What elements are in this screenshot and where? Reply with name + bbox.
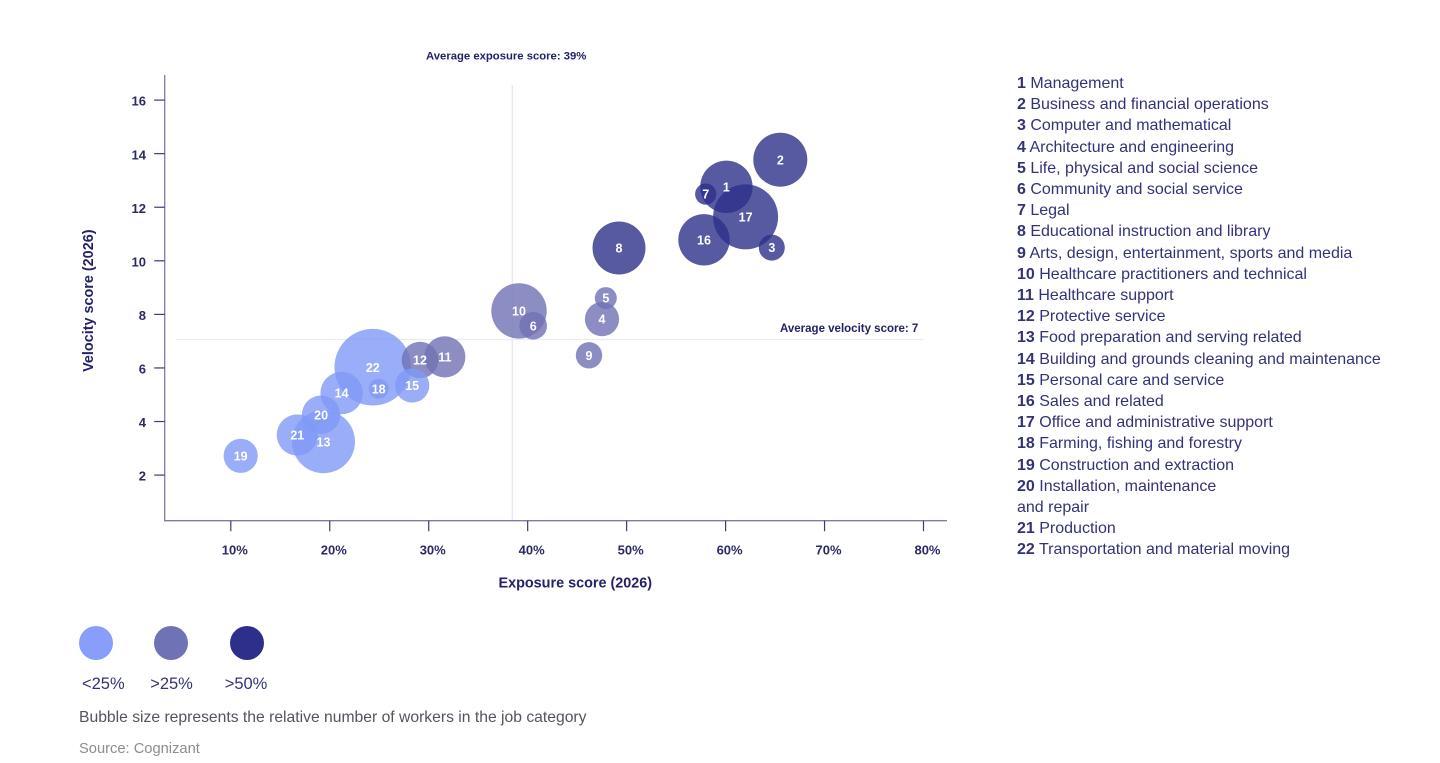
svg-text:15: 15: [405, 379, 419, 393]
svg-text:22: 22: [366, 361, 380, 375]
svg-text:Exposure score (2026): Exposure score (2026): [499, 576, 653, 592]
svg-text:10: 10: [132, 254, 146, 269]
svg-text:9: 9: [586, 349, 593, 363]
svg-text:3: 3: [768, 241, 775, 255]
svg-text:14: 14: [132, 147, 147, 162]
svg-text:10: 10: [512, 305, 526, 319]
svg-text:>50%: >50%: [225, 675, 268, 693]
svg-text:4: 4: [599, 313, 606, 327]
svg-text:1: 1: [723, 180, 730, 194]
svg-text:18: 18: [372, 382, 386, 396]
svg-text:21: 21: [290, 429, 304, 443]
svg-text:2: 2: [139, 469, 146, 484]
svg-text:4: 4: [139, 415, 147, 430]
svg-text:30%: 30%: [420, 543, 446, 558]
svg-text:Average exposure score: 39%: Average exposure score: 39%: [426, 51, 586, 63]
svg-text:6: 6: [530, 319, 537, 333]
svg-text:8: 8: [139, 308, 146, 323]
svg-text:12: 12: [132, 201, 146, 216]
svg-text:60%: 60%: [717, 543, 743, 558]
svg-text:50%: 50%: [618, 543, 644, 558]
svg-text:>25%: >25%: [150, 675, 193, 693]
svg-text:13: 13: [317, 435, 331, 449]
svg-text:5: 5: [602, 292, 609, 306]
svg-text:Velocity score (2026): Velocity score (2026): [81, 229, 97, 372]
svg-text:14: 14: [335, 387, 349, 401]
svg-text:20: 20: [314, 408, 328, 422]
svg-text:40%: 40%: [519, 543, 545, 558]
svg-text:6: 6: [139, 362, 146, 377]
svg-text:<25%: <25%: [82, 675, 125, 693]
svg-text:7: 7: [702, 188, 709, 202]
svg-text:19: 19: [234, 449, 248, 463]
svg-text:80%: 80%: [914, 543, 940, 558]
svg-text:Average velocity score: 7: Average velocity score: 7: [780, 323, 918, 335]
svg-text:16: 16: [132, 94, 146, 109]
svg-text:16: 16: [697, 233, 711, 247]
svg-text:70%: 70%: [816, 543, 842, 558]
svg-text:8: 8: [616, 242, 623, 256]
svg-text:2: 2: [777, 153, 784, 167]
svg-text:12: 12: [413, 354, 427, 368]
svg-text:11: 11: [438, 351, 451, 365]
svg-text:20%: 20%: [321, 543, 347, 558]
svg-text:17: 17: [739, 211, 753, 225]
svg-text:10%: 10%: [222, 543, 248, 558]
